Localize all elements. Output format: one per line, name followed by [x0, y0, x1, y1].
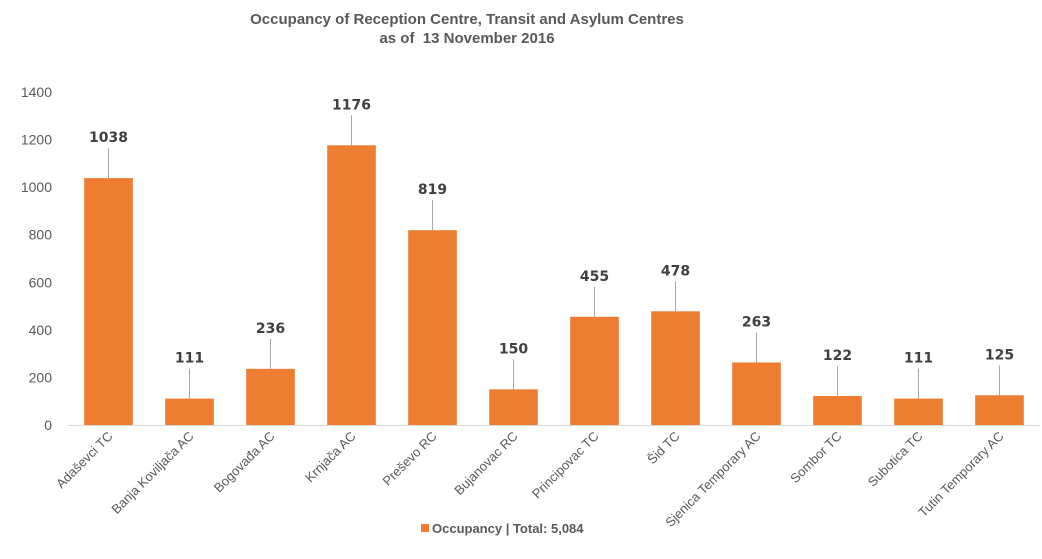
bar	[246, 368, 295, 425]
data-label: 478	[661, 263, 690, 279]
chart-title: Occupancy of Reception Centre, Transit a…	[250, 11, 684, 28]
data-label: 125	[985, 347, 1014, 363]
leader-lines	[108, 115, 1000, 399]
y-tick-label: 600	[29, 274, 53, 290]
bar	[732, 362, 781, 425]
data-label: 455	[580, 269, 609, 285]
category-label: Subotica TC	[865, 429, 926, 490]
data-label: 111	[904, 351, 933, 367]
bar	[327, 145, 376, 425]
y-tick-label: 1400	[21, 84, 52, 100]
data-label: 1038	[89, 130, 128, 146]
category-label: Banja Koviljača AC	[108, 429, 196, 517]
data-label: 150	[499, 341, 528, 357]
legend-swatch	[421, 524, 429, 532]
bar	[894, 398, 943, 425]
data-label: 819	[418, 182, 447, 198]
bar	[408, 230, 457, 425]
category-label: Adaševci TC	[53, 429, 116, 492]
category-label: Šid TC	[644, 429, 683, 468]
category-label: Principovac TC	[529, 429, 602, 502]
bar	[165, 398, 214, 425]
bar	[651, 311, 700, 425]
y-tick-label: 800	[29, 227, 53, 243]
legend-label: Occupancy | Total: 5,084	[432, 521, 584, 536]
data-label: 236	[256, 321, 285, 337]
category-label: Sombor TC	[787, 429, 844, 486]
y-axis: 0 200 400 600 800 1000 1200 1400	[21, 84, 52, 433]
bar	[813, 395, 862, 425]
category-label: Krnjača AC	[302, 429, 359, 486]
y-tick-label: 0	[44, 417, 52, 433]
category-label: Bogovađa AC	[211, 429, 278, 496]
bar	[570, 316, 619, 425]
legend: Occupancy | Total: 5,084	[421, 521, 584, 536]
bar	[489, 389, 538, 425]
data-label: 263	[742, 314, 771, 330]
data-label: 1176	[332, 97, 371, 113]
data-label: 111	[175, 351, 204, 367]
category-label: Tutin Temporary AC	[915, 429, 1006, 520]
y-tick-label: 1200	[21, 132, 52, 148]
y-tick-label: 1000	[21, 179, 52, 195]
category-label: Bujanovac RC	[451, 429, 520, 498]
y-tick-label: 400	[29, 322, 53, 338]
bar	[975, 395, 1024, 425]
bar-series	[84, 145, 1024, 425]
y-tick-label: 200	[29, 369, 53, 385]
data-labels: 1038 111 236 1176 819 150 455 478 263 122 111 125	[89, 97, 1014, 366]
category-label: Preševo RC	[379, 429, 439, 489]
chart-subtitle: as of 13 November 2016	[379, 30, 554, 47]
data-label: 122	[823, 348, 852, 364]
bar	[84, 178, 133, 425]
